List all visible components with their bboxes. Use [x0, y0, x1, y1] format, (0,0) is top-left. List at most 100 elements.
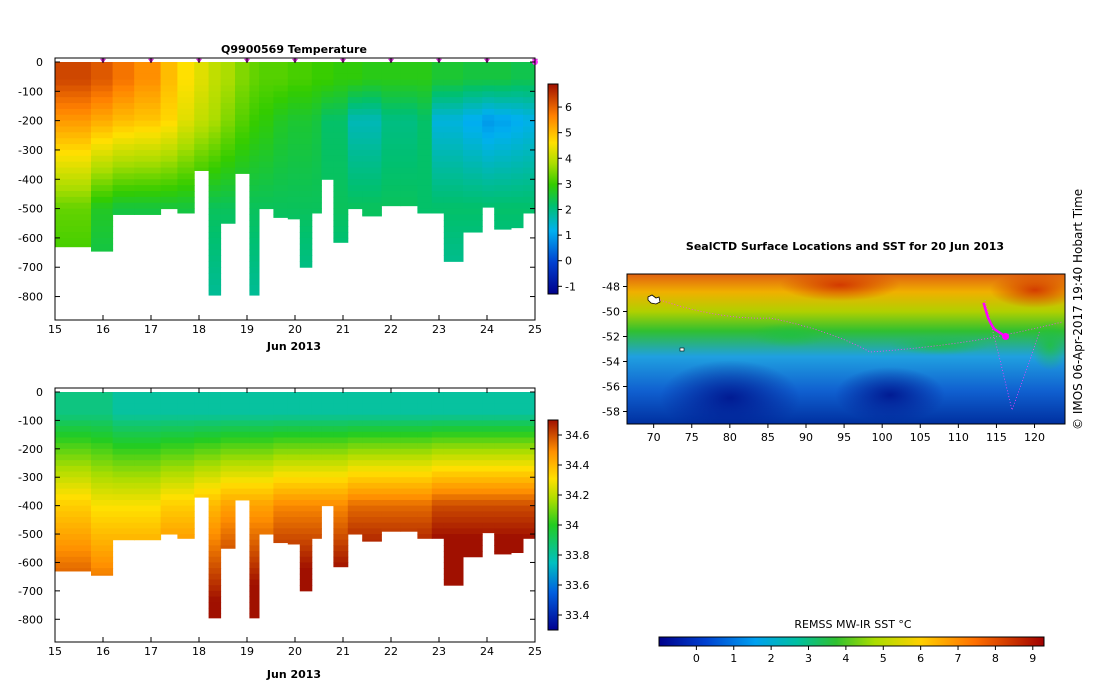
temperature-cell: [431, 191, 445, 198]
temperature-cell: [431, 62, 445, 69]
temperature-cell: [208, 126, 222, 133]
temperature-cell: [259, 108, 274, 116]
salinity-cell: [134, 443, 162, 450]
temperature-cell: [431, 67, 445, 75]
temperature-cell: [249, 79, 260, 86]
salinity-cell: [443, 437, 464, 444]
temperature-cell: [235, 67, 250, 75]
temperature-cell: [482, 62, 495, 69]
salinity-cell: [511, 460, 524, 467]
salinity-cell: [400, 397, 418, 404]
temperature-cell: [273, 73, 289, 81]
temperature-cell: [417, 208, 433, 214]
salinity-cell: [362, 465, 382, 473]
salinity-cell: [194, 465, 210, 473]
salinity-cell: [208, 471, 222, 478]
salinity-cell: [400, 409, 418, 416]
map-x-tick-label: 110: [948, 431, 969, 444]
salinity-cell: [494, 551, 512, 555]
salinity-cell: [494, 426, 512, 433]
temperature-cell: [311, 173, 322, 180]
temperature-cell: [287, 120, 301, 127]
salinity-cell: [208, 420, 222, 427]
temperature-cell: [177, 167, 195, 174]
salinity-cell: [235, 460, 250, 467]
temperature-cell: [259, 196, 274, 204]
temperature-cell: [160, 91, 178, 98]
temperature-cell: [194, 73, 210, 81]
salinity-cell: [273, 522, 289, 529]
temperature-cell: [220, 191, 236, 198]
salinity-cell: [431, 414, 445, 421]
salinity-cell: [134, 482, 162, 490]
temperature-cell: [112, 202, 135, 210]
salinity-cell: [523, 471, 536, 478]
salinity-cell: [112, 420, 135, 427]
salinity-cell: [55, 482, 92, 490]
salinity-cell: [220, 539, 236, 546]
map-x-tick-label: 115: [986, 431, 1007, 444]
salinity-cell: [417, 403, 433, 410]
salinity-cell: [299, 534, 313, 541]
temperature-cell: [482, 85, 495, 92]
salinity-cell: [333, 454, 349, 461]
salinity-cell: [134, 397, 162, 404]
temperature-cell: [91, 103, 114, 110]
salinity-cell: [347, 488, 363, 495]
salinity-cell: [311, 392, 322, 399]
temperature-cell: [431, 196, 445, 204]
salinity-cell: [511, 522, 524, 529]
temperature-cell: [134, 196, 162, 204]
temperature-cell: [523, 62, 536, 69]
temperature-cell: [208, 185, 222, 192]
salinity-profile-column: [347, 392, 363, 535]
temperature-cell: [208, 167, 222, 174]
temperature-cell: [333, 185, 349, 192]
temperature-cell: [273, 149, 289, 157]
salinity-cell: [299, 471, 313, 478]
salinity-cell: [208, 431, 222, 438]
salinity-cell: [91, 392, 114, 399]
salinity-cell: [299, 494, 313, 501]
temperature-cell: [208, 196, 222, 204]
temperature-cell: [333, 196, 349, 204]
temperature-cell: [259, 155, 274, 163]
temperature-cell: [160, 85, 178, 92]
temperature-cell: [259, 185, 274, 192]
temperature-cell: [273, 120, 289, 127]
salinity-cell: [511, 528, 524, 535]
salinity-cell: [235, 426, 250, 433]
temperature-cell: [208, 120, 222, 127]
temperature-cell: [112, 161, 135, 169]
salinity-cell: [259, 443, 274, 450]
temperature-cell: [511, 62, 524, 69]
temperature-cell: [160, 103, 178, 110]
salinity-cell: [55, 392, 92, 399]
temperature-cell: [299, 208, 313, 215]
temperature-cell: [333, 108, 349, 116]
salinity-cell: [299, 573, 313, 580]
salinity-cell: [287, 414, 301, 421]
temperature-cell: [431, 208, 445, 214]
temperature-cell: [194, 85, 210, 92]
temperature-cell: [443, 226, 464, 233]
salinity-cell: [321, 499, 334, 507]
salinity-cell: [249, 397, 260, 404]
salinity-cell: [400, 448, 418, 455]
salinity-cell: [511, 448, 524, 455]
temperature-cell: [299, 232, 313, 239]
temperature-cell: [494, 144, 512, 151]
salinity-cell: [494, 505, 512, 512]
salinity-cell: [417, 431, 433, 438]
temperature-cell: [160, 138, 178, 145]
salinity-cell: [333, 409, 349, 416]
temperature-cell: [333, 132, 349, 139]
salinity-cell: [362, 414, 382, 421]
temperature-cell: [400, 185, 418, 192]
temperature-cell: [321, 79, 334, 86]
salinity-cell: [523, 511, 536, 518]
salinity-cell: [160, 431, 178, 438]
temperature-cell: [259, 79, 274, 86]
salinity-cell: [160, 454, 178, 461]
salinity-cell: [482, 471, 495, 478]
